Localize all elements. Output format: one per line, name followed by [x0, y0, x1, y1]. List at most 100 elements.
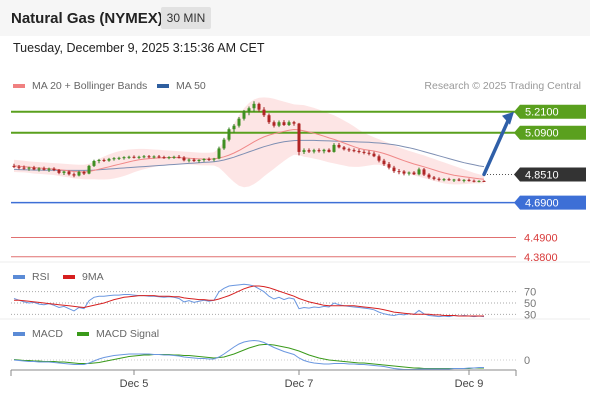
legend-macd-label: MACD [32, 328, 63, 340]
x-tick-label-dec-5: Dec 5 [120, 378, 149, 390]
candle [442, 178, 446, 182]
candle-body [237, 118, 241, 126]
candle-body [207, 158, 211, 160]
candle-body [267, 115, 271, 123]
macd-swatch-icon [13, 332, 25, 336]
candle [382, 158, 386, 166]
candle [462, 179, 466, 183]
candle-body [357, 151, 361, 153]
forecast-arrow-head-icon [502, 111, 514, 125]
candle [277, 120, 281, 128]
candle [457, 178, 461, 182]
candle [342, 145, 346, 151]
candle [132, 155, 136, 159]
candle [217, 146, 221, 160]
legend-ma20: MA 20 + Bollinger Bands [13, 80, 147, 92]
candle [222, 137, 226, 150]
candle [337, 142, 341, 149]
legend-rsi9ma-label: 9MA [82, 271, 104, 283]
candle [482, 180, 486, 182]
rsi-level-label-30: 30 [524, 309, 536, 321]
timeframe-button[interactable]: 30 MIN [161, 7, 211, 29]
candle-body [22, 167, 26, 169]
candle-body [202, 158, 206, 160]
ma50-line [13, 139, 485, 171]
legend-rsi: RSI [13, 271, 50, 283]
candle [407, 171, 411, 176]
level-label-4.3800: 4.3800 [524, 252, 558, 264]
candle-body [367, 152, 371, 154]
candle [432, 176, 436, 181]
candle [447, 177, 451, 181]
candle-body [282, 122, 286, 126]
candle-body [322, 149, 326, 152]
candle-body [182, 157, 186, 161]
candle [202, 158, 206, 162]
candle [352, 148, 356, 153]
candle [207, 157, 211, 162]
candle [427, 173, 431, 179]
candle-body [157, 156, 161, 158]
candle [247, 106, 251, 116]
candle-body [257, 103, 261, 110]
level-tag-4.6900 [514, 195, 586, 210]
candle-body [327, 149, 331, 152]
candle [142, 155, 146, 159]
candle-body [212, 158, 216, 160]
candle-body [332, 144, 336, 152]
candle [437, 177, 441, 182]
candle-body [417, 169, 421, 175]
candle-body [72, 174, 76, 176]
legend-macd-signal-label: MACD Signal [96, 328, 160, 340]
candle-body [317, 150, 321, 152]
candle [122, 156, 126, 160]
level-tag-5.0900 [514, 125, 586, 140]
candle [167, 156, 171, 160]
forecast-arrow-icon [482, 118, 510, 177]
candle [152, 155, 156, 159]
legend-macd-signal: MACD Signal [77, 328, 159, 340]
candle [227, 127, 231, 142]
rsi-line [13, 283, 485, 318]
candle [172, 155, 176, 159]
candle [177, 155, 181, 159]
candle [32, 165, 36, 171]
candle [452, 178, 456, 182]
candle-body [122, 157, 126, 159]
candle [262, 107, 266, 117]
candle [477, 180, 481, 183]
candle [472, 179, 476, 183]
candle [57, 169, 61, 175]
candle-body [337, 144, 341, 148]
candle-body [142, 156, 146, 158]
candle-body [137, 156, 141, 158]
legend-ma20-label: MA 20 + Bollinger Bands [32, 80, 148, 92]
candle [117, 156, 121, 160]
candle-body [442, 179, 446, 181]
candle-body [197, 159, 201, 162]
candle-body [392, 167, 396, 172]
candle [232, 123, 236, 133]
candle-body [432, 177, 436, 179]
level-label-4.8510: 4.8510 [525, 169, 559, 181]
candle [242, 109, 246, 121]
candle-body [187, 159, 191, 161]
candle [252, 101, 256, 112]
candle-body [307, 150, 311, 152]
candle [372, 151, 376, 158]
macd-level-label-0: 0 [524, 355, 530, 367]
candle-body [362, 151, 366, 153]
candle-body [252, 103, 256, 109]
rsi-level-label-70: 70 [524, 287, 536, 299]
candle [147, 155, 151, 159]
level-label-5.0900: 5.0900 [525, 128, 559, 140]
rsi-level-label-50: 50 [524, 298, 536, 310]
candle [332, 143, 336, 153]
candle [267, 113, 271, 124]
candle [312, 148, 316, 154]
timestamp: Tuesday, December 9, 2025 3:15:36 AM CET [13, 41, 265, 55]
candle-body [232, 125, 236, 130]
candle [97, 158, 101, 164]
candle-body [32, 167, 36, 170]
